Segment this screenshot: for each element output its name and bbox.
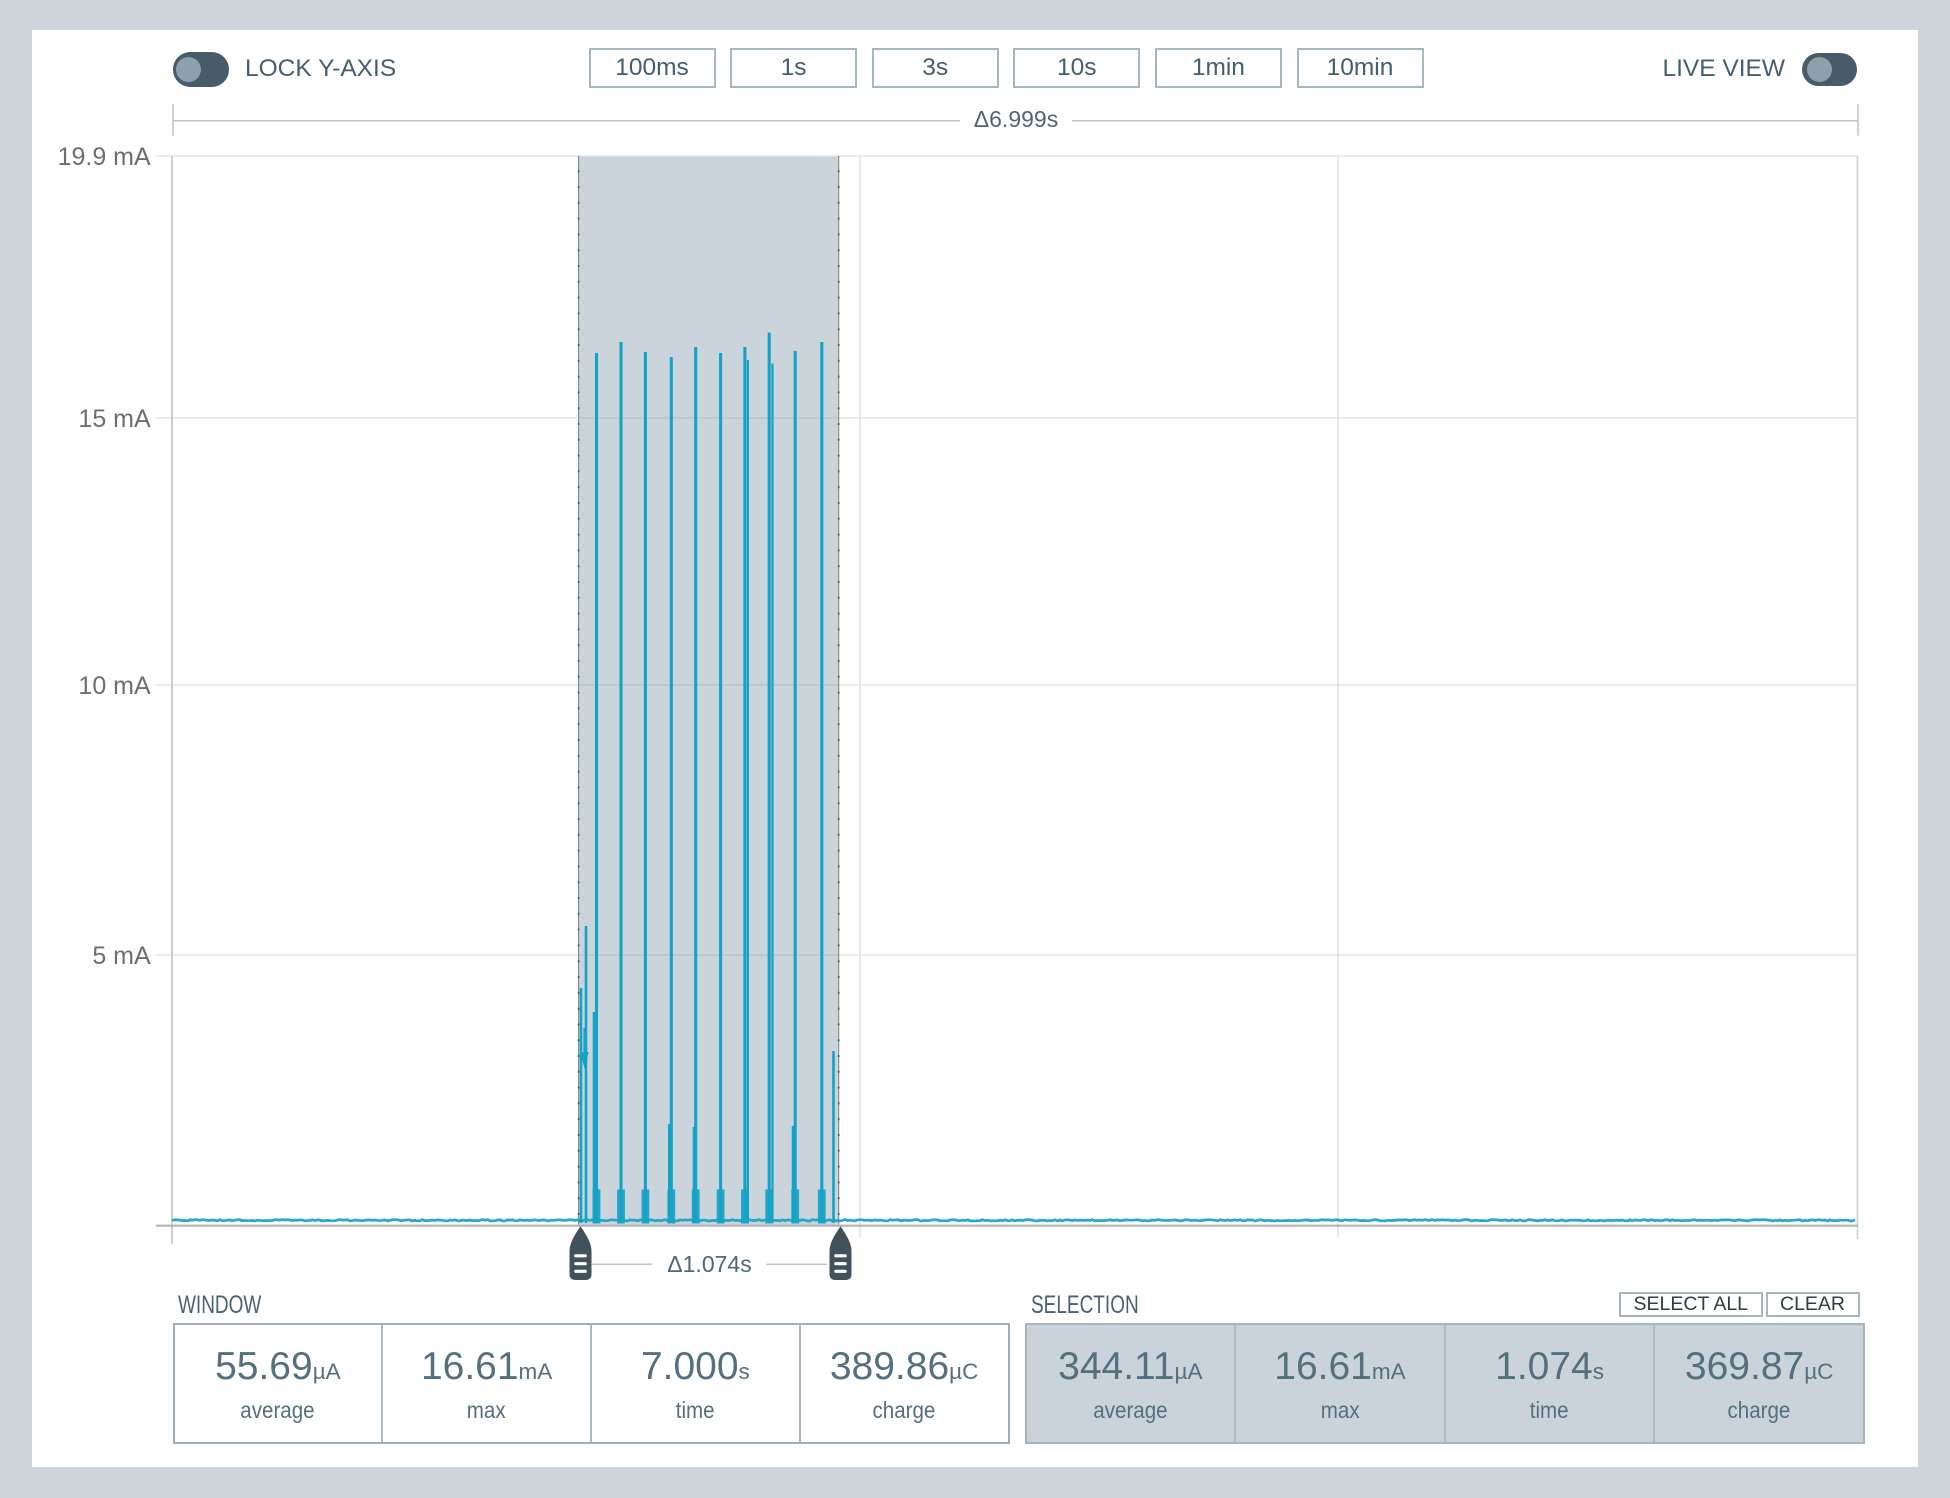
svg-text:5 mA: 5 mA xyxy=(92,942,151,970)
svg-text:Δ1.074s: Δ1.074s xyxy=(667,1251,751,1277)
svg-text:Δ6.999s: Δ6.999s xyxy=(974,106,1058,132)
svg-text:10 mA: 10 mA xyxy=(78,672,151,700)
svg-text:15 mA: 15 mA xyxy=(78,405,151,433)
svg-text:19.9 mA: 19.9 mA xyxy=(58,143,151,171)
